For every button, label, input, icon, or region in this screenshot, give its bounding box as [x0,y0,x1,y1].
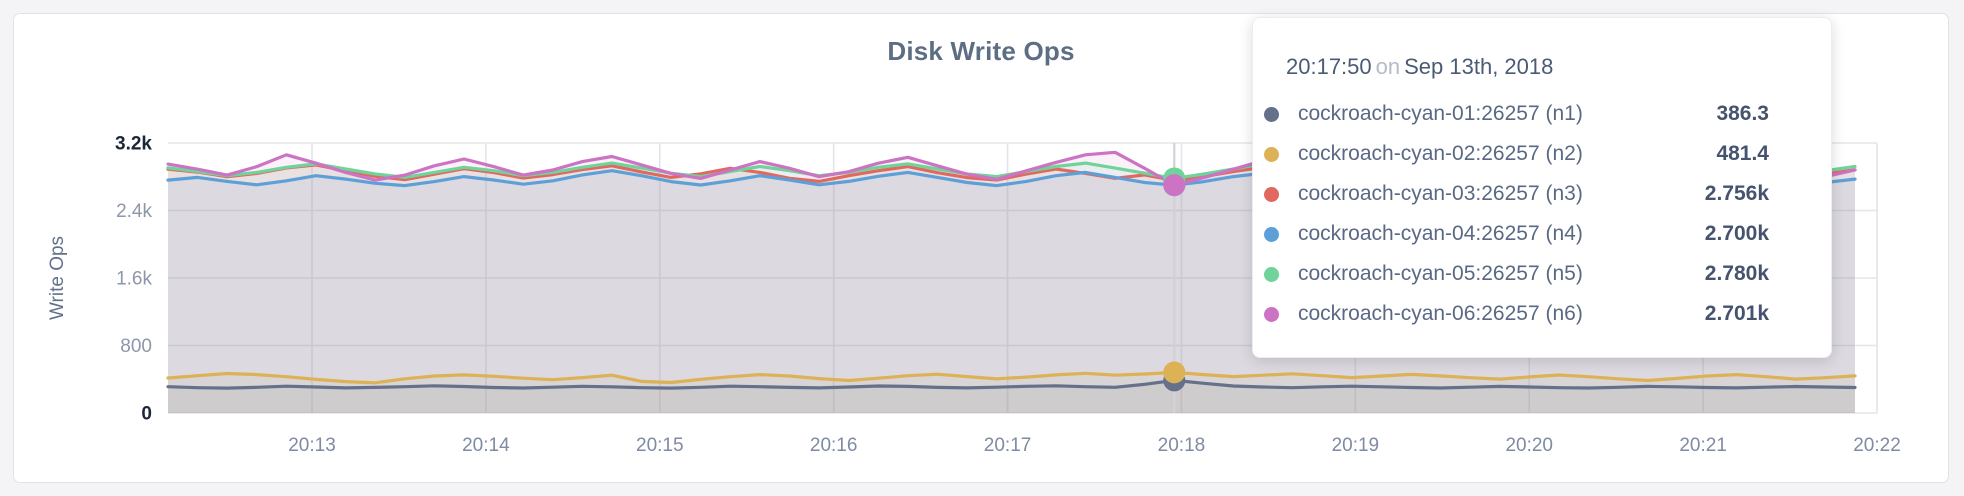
chart-title: Disk Write Ops [887,36,1075,66]
x-tick-label: 20:21 [1679,435,1727,456]
series-color-dot-icon [1264,106,1279,122]
x-tick-label: 20:14 [462,435,510,456]
x-tick-label: 20:20 [1505,435,1553,456]
series-value: 2.700k [1704,222,1769,245]
series-value: 386.3 [1716,102,1769,125]
y-tick-label: 3.2k [115,134,152,155]
series-value: 481.4 [1716,142,1769,165]
series-area [168,372,1855,413]
series-color-dot-icon [1264,266,1279,282]
y-tick-label: 0 [141,404,152,425]
series-line [166,370,1857,385]
hover-point-dot [1163,174,1186,197]
tooltip-on-text: on [1375,54,1401,79]
y-tick-label: 800 [120,336,152,357]
x-tick-label: 20:16 [810,435,858,456]
tooltip-series-row: cockroach-cyan-02:26257 (n2) 481.4 [1264,134,1831,174]
tooltip-date: Sep 13th, 2018 [1404,54,1554,79]
y-tick-label: 2.4k [116,201,152,222]
series-color-dot-icon [1264,186,1279,202]
tooltip-series-row: cockroach-cyan-01:26257 (n1) 386.3 [1264,94,1831,134]
series-value: 2.756k [1704,182,1769,205]
tooltip-series-row: cockroach-cyan-04:26257 (n4) 2.700k [1264,214,1831,254]
x-tick-label: 20:13 [288,435,336,456]
series-name: cockroach-cyan-03:26257 (n3) [1298,182,1583,205]
series-line [166,378,1857,390]
series-color-dot-icon [1264,226,1279,242]
tooltip-time: 20:17:50 [1286,54,1372,79]
tooltip-series-row: cockroach-cyan-06:26257 (n6) 2.701k [1264,294,1831,334]
series-name: cockroach-cyan-06:26257 (n6) [1298,302,1583,325]
hover-tooltip: 20:17:50 on Sep 13th, 2018 cockroach-cyan-… [1252,17,1832,358]
x-tick-label: 20:22 [1853,435,1901,456]
series-name: cockroach-cyan-05:26257 (n5) [1298,262,1583,285]
series-name: cockroach-cyan-02:26257 (n2) [1298,142,1583,165]
series-value: 2.701k [1704,302,1769,325]
tooltip-series-list: cockroach-cyan-01:26257 (n1) 386.3 cockroa… [1264,94,1831,334]
hover-point-dot [1163,361,1186,384]
x-tick-label: 20:15 [636,435,684,456]
tooltip-series-row: cockroach-cyan-03:26257 (n3) 2.756k [1264,174,1831,214]
x-tick-label: 20:19 [1332,435,1380,456]
series-color-dot-icon [1264,146,1279,162]
series-value: 2.780k [1704,262,1769,285]
series-name: cockroach-cyan-01:26257 (n1) [1298,102,1583,125]
series-color-dot-icon [1264,306,1279,322]
x-tick-label: 20:17 [984,435,1032,456]
tooltip-series-row: cockroach-cyan-05:26257 (n5) 2.780k [1264,254,1831,294]
y-tick-label: 1.6k [116,269,152,290]
x-tick-label: 20:18 [1158,435,1206,456]
tooltip-header: 20:17:50 on Sep 13th, 2018 [1286,54,1831,80]
series-name: cockroach-cyan-04:26257 (n4) [1298,222,1583,245]
